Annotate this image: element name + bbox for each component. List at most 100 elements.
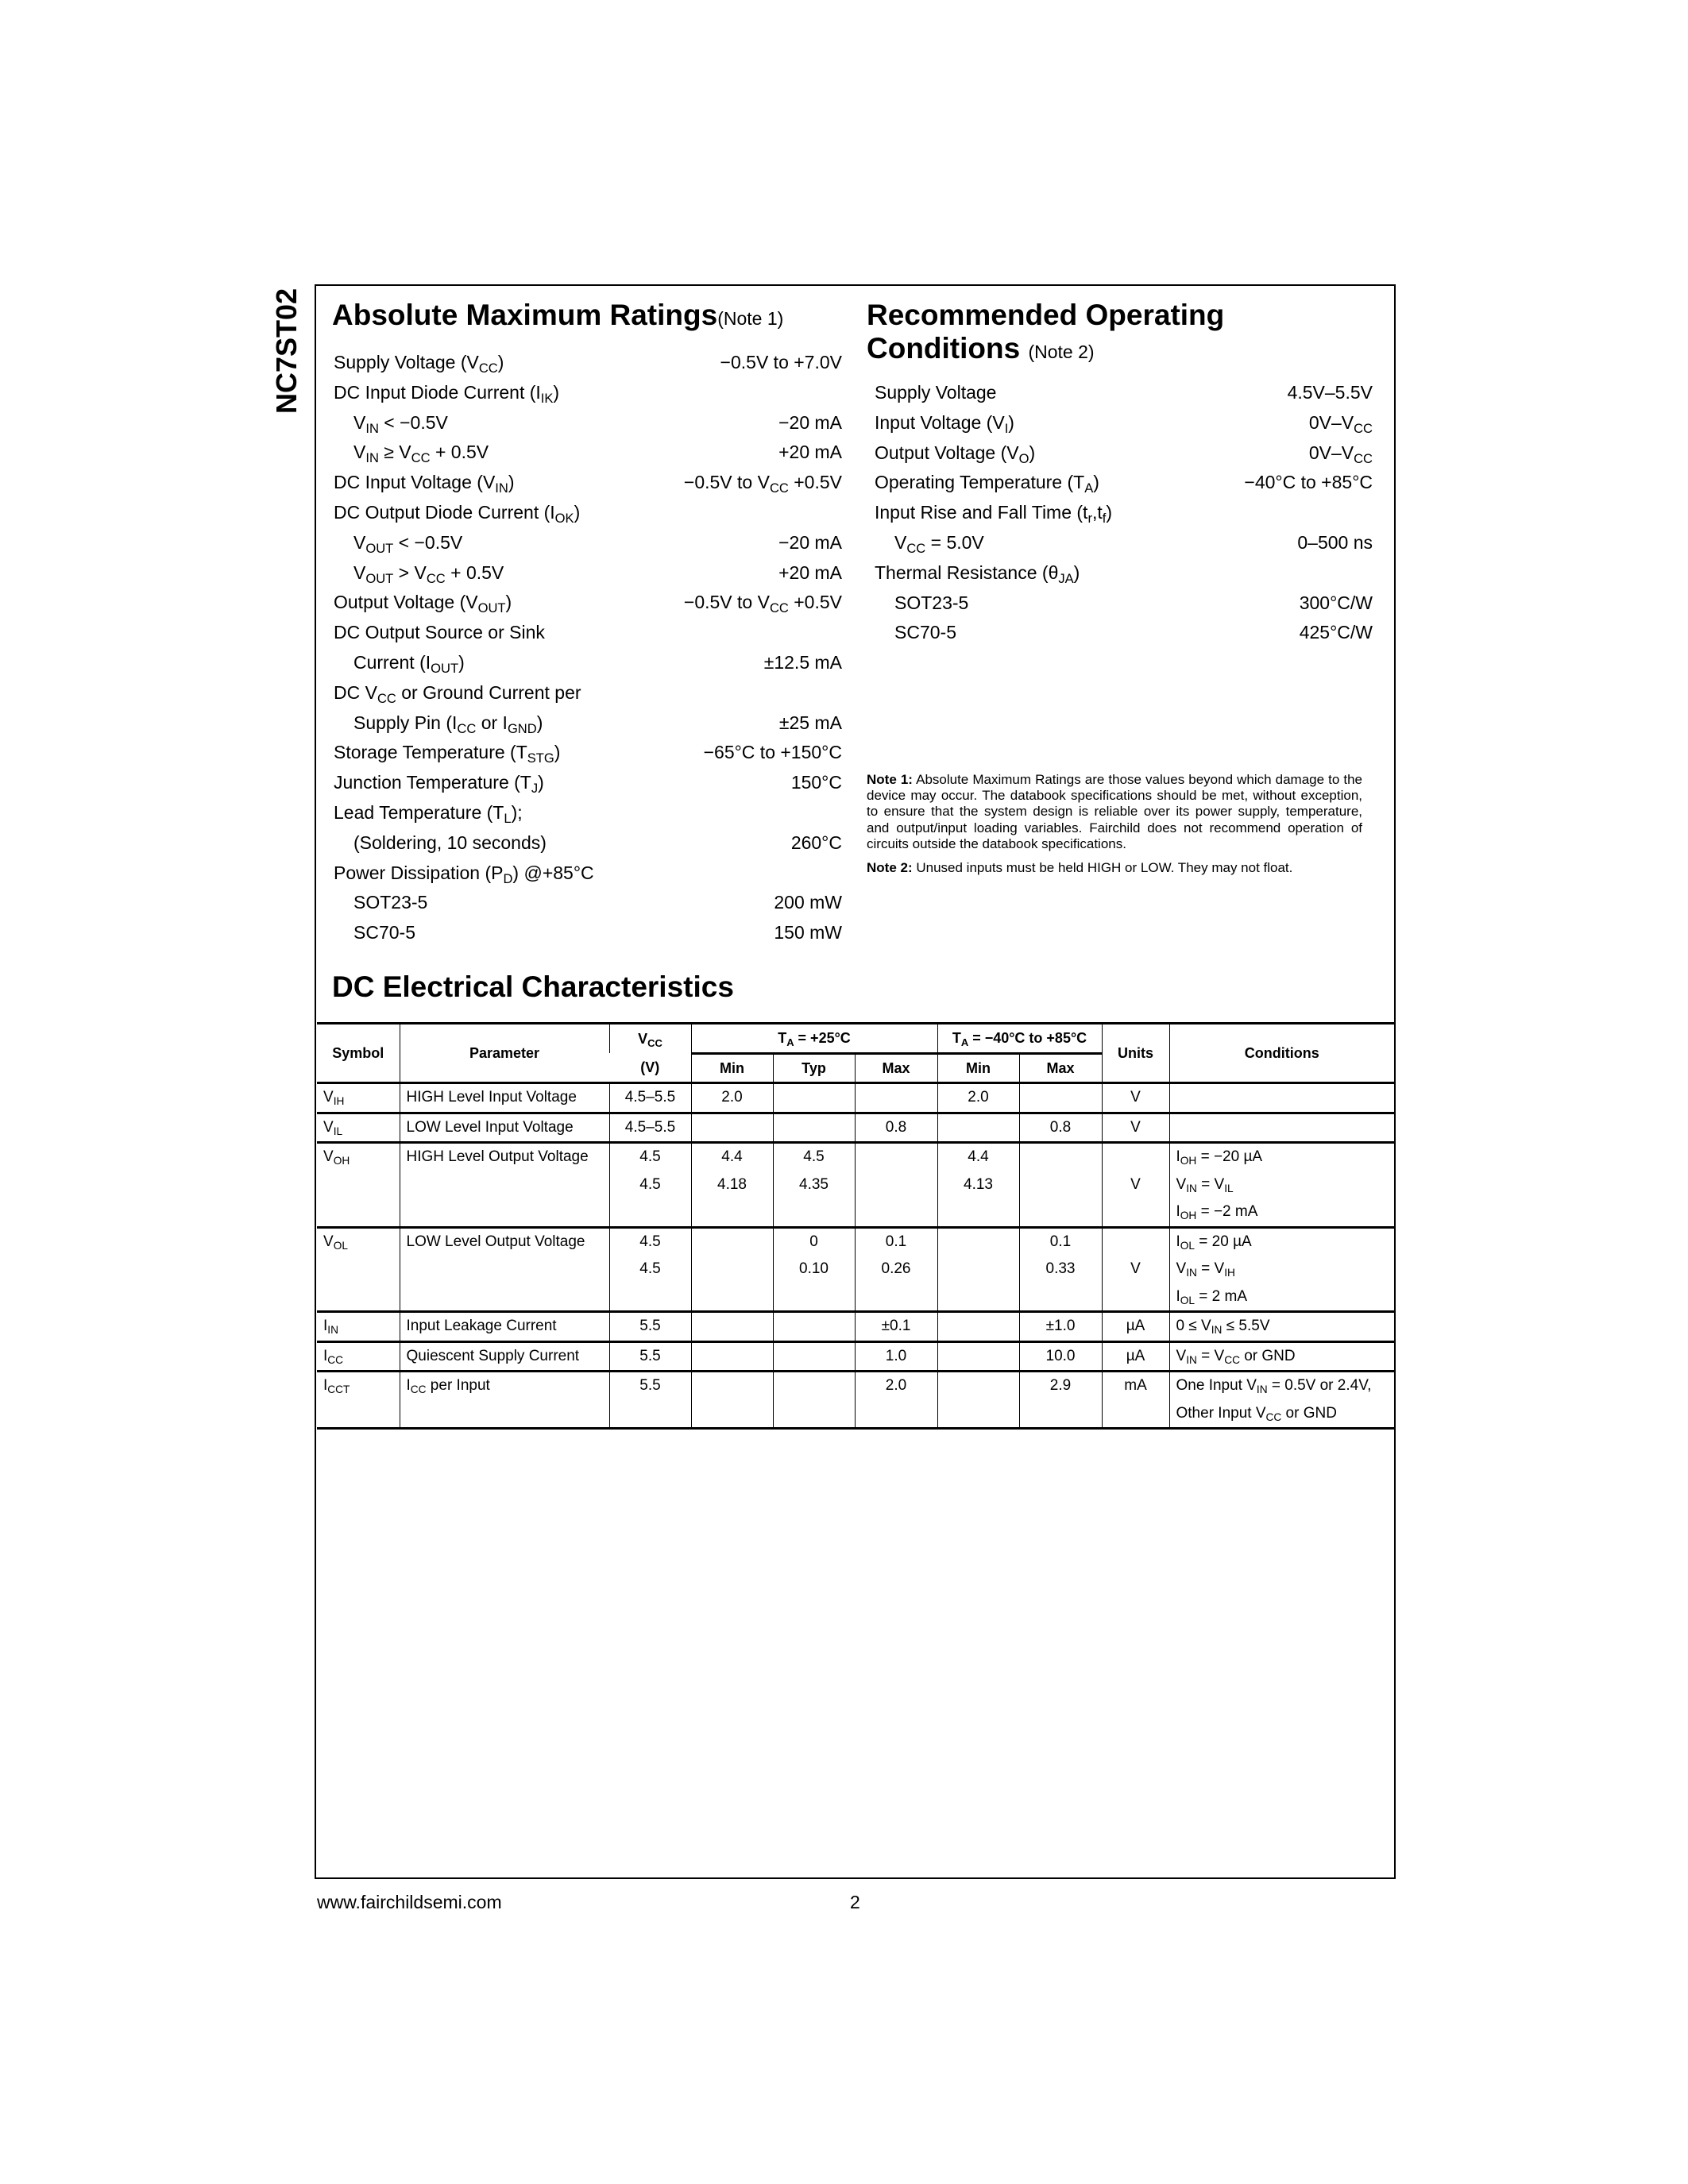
header-conditions: Conditions [1168, 1022, 1394, 1083]
note-1: Note 1: Absolute Maximum Ratings are tho… [867, 772, 1362, 852]
rating-value [837, 798, 842, 828]
rating-value: −20 mA [778, 531, 842, 553]
cell-line: mA [1124, 1377, 1147, 1394]
rating-row: Power Dissipation (PD) @+85°C [334, 859, 842, 889]
cell-line: 2.0 [721, 1089, 743, 1106]
cell-typ25: 4.5 4.35 [772, 1141, 855, 1227]
rating-row: VOUT < −0.5V −20 mA [334, 528, 842, 558]
cell-vcc: 4.5–5.5 [608, 1082, 691, 1113]
header-vcc-unit: (V) [640, 1059, 660, 1075]
roc-list: Supply Voltage 4.5V–5.5V Input Voltage (VI… [875, 378, 1373, 648]
rating-row: Operating Temperature (TA) −40°C to +85°C [875, 468, 1373, 498]
cell-symbol: VOH [317, 1141, 400, 1227]
rating-value: 300°C/W [1299, 592, 1373, 613]
dc-heading: DC Electrical Characteristics [332, 970, 734, 1003]
cell-line: 4.5–5.5 [624, 1118, 676, 1136]
header-min-range: Min [937, 1051, 1019, 1083]
cell-symbol: ICC [317, 1340, 400, 1372]
cell-line: 0 [809, 1233, 818, 1250]
rating-row: Junction Temperature (TJ) 150°C [334, 768, 842, 798]
rating-row: SOT23-5 200 mW [334, 888, 842, 918]
note-1-tag: Note 1: [867, 772, 913, 787]
rating-value: +20 mA [778, 442, 842, 463]
cell-vcc: 5.5 [608, 1310, 691, 1341]
rating-row: Output Voltage (VOUT) −0.5V to VCC +0.5V [334, 588, 842, 618]
amr-title: Absolute Maximum Ratings [332, 299, 718, 331]
cell-conditions: 0 ≤ VIN ≤ 5.5V [1168, 1310, 1394, 1341]
cell-line: 10.0 [1045, 1347, 1076, 1364]
cell-line: 4.18 [717, 1175, 747, 1193]
cell-line: IOH = −2 mA [1176, 1203, 1258, 1222]
rating-label: DC Output Source or Sink [334, 622, 545, 643]
table-row: VOL LOW Level Output Voltage 4.5 4.5 0 0.10 0.… [317, 1225, 1394, 1312]
rating-label: Lead Temperature (TL); [334, 801, 523, 826]
cell-max25: 0.1 0.26 [854, 1225, 937, 1312]
note-1-text: Absolute Maximum Ratings are those value… [867, 772, 1362, 851]
cell-typ25 [772, 1082, 855, 1113]
page-number: 2 [850, 1892, 860, 1912]
amr-note-ref: (Note 1) [717, 308, 784, 329]
content-frame [315, 284, 1396, 1879]
cell-vcc: 4.5 4.5 [608, 1141, 691, 1227]
cell-line: 5.5 [639, 1377, 661, 1394]
cell-line: IOL = 2 mA [1176, 1287, 1248, 1306]
rating-value: 4.5V–5.5V [1287, 382, 1373, 403]
cell-units: V [1101, 1082, 1169, 1113]
rating-row: Current (IOUT) ±12.5 mA [334, 648, 842, 678]
cell-symbol: VIL [317, 1111, 400, 1143]
header-typ-25: Typ [772, 1051, 855, 1083]
rating-value: 0V–VCC [1308, 411, 1373, 436]
roc-heading: Recommended Operating Conditions (Note 2… [867, 299, 1224, 369]
rating-row: (Soldering, 10 seconds) 260°C [334, 828, 842, 859]
rating-value [837, 859, 842, 889]
cell-parameter: HIGH Level Input Voltage [399, 1082, 609, 1113]
table-row: ICCT ICC per Input 5.5 2.0 2.9 mA One Input VI… [317, 1370, 1394, 1430]
cell-line: VIN = VCC or GND [1176, 1347, 1296, 1366]
footer-url[interactable]: www.fairchildsemi.com [317, 1892, 502, 1912]
rating-value: 150 mW [774, 922, 842, 943]
rating-label: (Soldering, 10 seconds) [353, 832, 547, 853]
header-parameter: Parameter [399, 1022, 609, 1083]
cell-conditions: One Input VIN = 0.5V or 2.4V, Other Input… [1168, 1370, 1394, 1430]
cell-min25 [690, 1111, 773, 1143]
rating-label: Input Voltage (VI) [875, 411, 1014, 436]
table-row: VIL LOW Level Input Voltage 4.5–5.5 0.8 0.8 V [317, 1111, 1394, 1143]
cell-max25: 0.8 [854, 1111, 937, 1143]
cell-typ25 [772, 1310, 855, 1341]
rating-value: +20 mA [778, 561, 842, 583]
rating-value [837, 498, 842, 528]
cell-line: 0.8 [1049, 1118, 1072, 1136]
header-min-25: Min [690, 1051, 773, 1083]
rating-row: DC VCC or Ground Current per [334, 678, 842, 708]
cell-max: ±1.0 [1018, 1310, 1102, 1341]
cell-min25: 4.4 4.18 [690, 1141, 773, 1227]
rating-row: DC Input Diode Current (IIK) [334, 378, 842, 408]
cell-line: 2.0 [968, 1089, 989, 1106]
cell-line: 4.4 [721, 1148, 743, 1165]
rating-value: 0–500 ns [1297, 531, 1373, 553]
amr-heading: Absolute Maximum Ratings(Note 1) [332, 299, 783, 335]
cell-line: 1.0 [885, 1347, 907, 1364]
cell-line: 4.5 [639, 1233, 661, 1250]
cell-units: µA [1101, 1310, 1169, 1341]
table-row: IIN Input Leakage Current 5.5 ±0.1 ±1.0 µA 0 ≤… [317, 1310, 1394, 1341]
rating-label: Supply Pin (ICC or IGND) [353, 712, 543, 736]
rating-row: Output Voltage (VO) 0V–VCC [875, 438, 1373, 469]
cell-max [1018, 1141, 1102, 1227]
rating-row: DC Output Source or Sink [334, 618, 842, 648]
note-2-tag: Note 2: [867, 860, 913, 876]
cell-line: VIN = VIL [1176, 1175, 1234, 1194]
cell-min [937, 1370, 1019, 1430]
cell-max25 [854, 1082, 937, 1113]
cell-line: 4.35 [799, 1175, 829, 1193]
cell-symbol: IIN [317, 1310, 400, 1341]
cell-line: 5.5 [639, 1318, 661, 1334]
cell-line: V [1130, 1118, 1141, 1136]
header-symbol: Symbol [317, 1022, 400, 1083]
cell-parameter: HIGH Level Output Voltage [399, 1141, 609, 1227]
amr-list: Supply Voltage (VCC) −0.5V to +7.0V DC Inp… [334, 348, 842, 948]
cell-min [937, 1111, 1019, 1143]
rating-row: SC70-5 150 mW [334, 918, 842, 948]
cell-conditions: IOL = 20 µA VIN = VIH IOL = 2 mA [1168, 1225, 1394, 1312]
cell-min25: 2.0 [690, 1082, 773, 1113]
